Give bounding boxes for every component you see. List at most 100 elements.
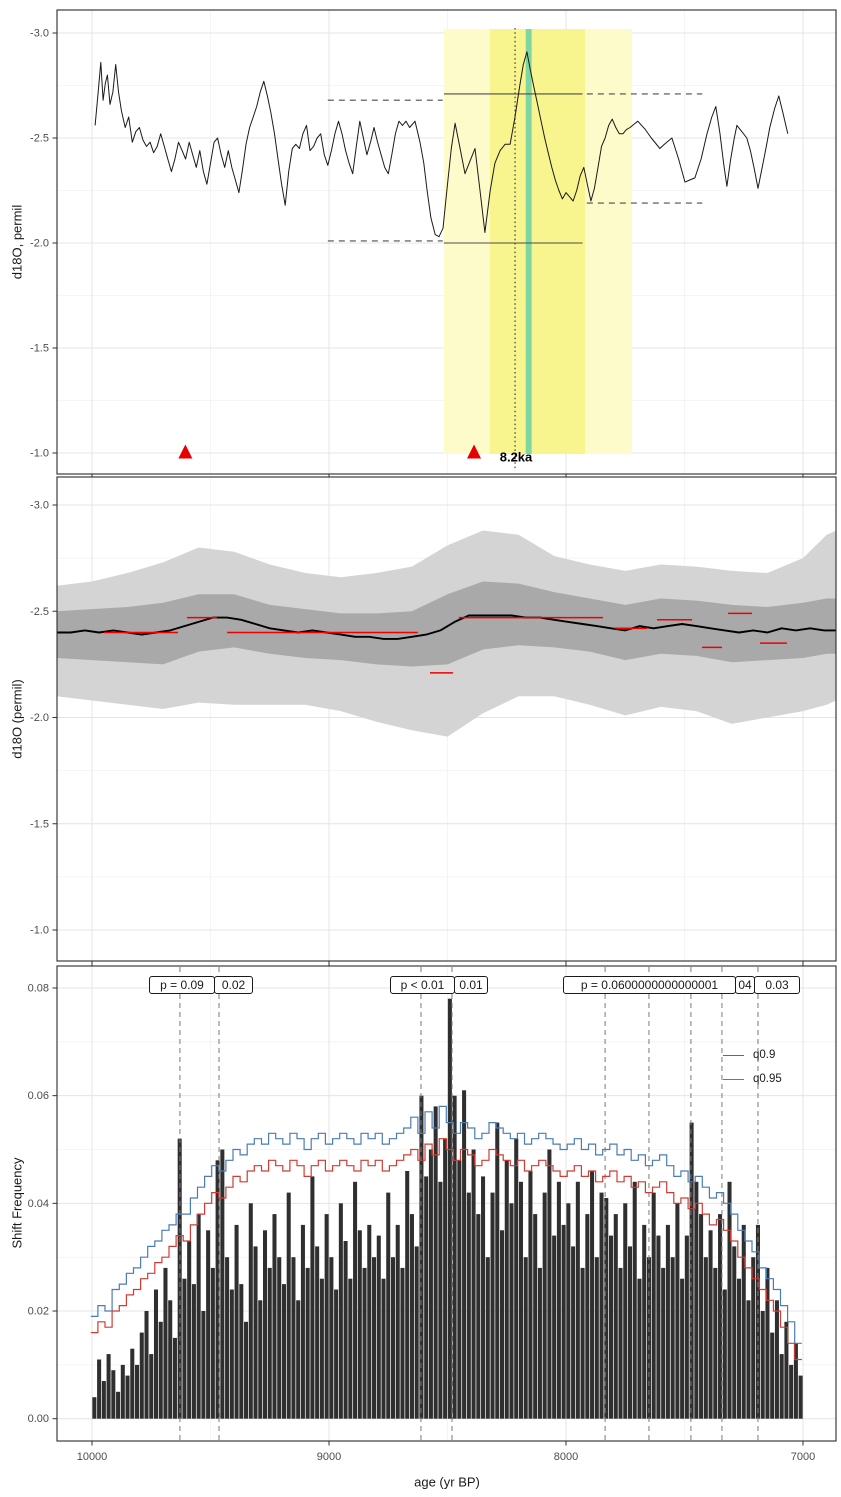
y-tick-label: 0.08: [28, 982, 49, 994]
y-tick-label: 0.02: [28, 1306, 49, 1318]
y-tick-label: -1.0: [30, 925, 49, 937]
histogram-bar: [386, 1192, 391, 1419]
histogram-bar: [675, 1203, 680, 1419]
histogram-bar: [784, 1321, 789, 1419]
histogram-bar: [277, 1257, 282, 1419]
histogram-bar: [305, 1267, 310, 1419]
histogram-bar: [627, 1246, 633, 1419]
histogram-bar: [718, 1214, 723, 1419]
histogram-bar: [613, 1214, 618, 1419]
histogram-bar: [139, 1332, 144, 1419]
histogram-bar: [528, 1171, 533, 1419]
histogram-bar: [552, 1235, 557, 1419]
q0-90-step-line: [90, 1138, 802, 1361]
panel3-border: [56, 965, 837, 1442]
histogram-bar: [144, 1311, 149, 1419]
histogram-bar: [220, 1149, 225, 1419]
histogram-bar: [746, 1300, 751, 1419]
histogram-bar: [206, 1230, 211, 1419]
histogram-bar: [580, 1267, 585, 1419]
panel1-content: [94, 28, 789, 471]
inner-credible-band: [56, 581, 837, 667]
p-value-label: p = 0.09: [149, 976, 215, 994]
histogram-bar: [338, 1203, 343, 1419]
histogram-bar: [225, 1257, 230, 1419]
q0-95-step-line: [90, 1105, 802, 1344]
histogram-bar: [405, 1171, 410, 1419]
histogram-bar: [409, 1214, 414, 1419]
histogram-bar: [300, 1224, 305, 1419]
histogram-bar: [609, 1235, 614, 1419]
histogram-bar: [542, 1192, 547, 1419]
histogram-bar: [447, 998, 452, 1419]
y-tick-label: -1.5: [30, 818, 49, 830]
histogram-bar: [438, 1181, 443, 1419]
histogram-bar: [101, 1381, 106, 1419]
histogram-bar: [376, 1235, 381, 1419]
p-value-label: p < 0.01: [390, 976, 455, 994]
histogram-bar: [343, 1241, 348, 1419]
panel2-content: [56, 530, 837, 737]
histogram-bar: [172, 1337, 177, 1419]
histogram-bar: [348, 1278, 353, 1419]
histogram-bar: [774, 1300, 779, 1419]
histogram-bar: [443, 1138, 448, 1419]
histogram-bar: [329, 1257, 334, 1419]
histogram-bar: [466, 1192, 471, 1419]
x-axis-title: age (yr BP): [414, 1474, 480, 1490]
histogram-bar: [585, 1214, 590, 1419]
histogram-bar: [798, 1375, 803, 1419]
histogram-bar: [694, 1181, 699, 1419]
histogram-bar: [732, 1246, 737, 1419]
histogram-bar: [561, 1224, 566, 1419]
histogram-bar: [504, 1160, 509, 1419]
histogram-bar: [599, 1192, 604, 1419]
histogram-bar: [210, 1267, 215, 1419]
legend-label: q0.9: [753, 1049, 776, 1061]
histogram-bar: [680, 1278, 685, 1419]
histogram-bar: [665, 1224, 670, 1419]
y-tick-label: 0.04: [28, 1198, 49, 1210]
y-tick-label: -2.0: [30, 238, 49, 250]
histogram-bar: [286, 1192, 291, 1419]
histogram-bar: [168, 1300, 173, 1419]
x-tick-label: 10000: [77, 1451, 108, 1463]
panel2-border: [56, 476, 837, 962]
histogram-bar: [106, 1354, 111, 1419]
histogram-bar: [163, 1267, 168, 1419]
histogram-bar: [196, 1214, 201, 1419]
histogram-bar: [182, 1278, 187, 1419]
histogram-bar: [362, 1267, 367, 1419]
panel1-border: [56, 9, 837, 475]
histogram-bar: [499, 1230, 505, 1419]
median-line: [56, 614, 836, 640]
histogram-bar: [509, 1203, 514, 1419]
histogram-bar: [656, 1235, 661, 1419]
histogram-bar: [262, 1230, 268, 1419]
y-tick-label: -1.5: [30, 343, 49, 355]
histogram-bar: [239, 1284, 244, 1419]
y-tick-label: -3.0: [30, 500, 49, 512]
histogram-bar: [310, 1176, 315, 1419]
q0-95-line-swatch-icon: [723, 1078, 744, 1080]
panel1-y-axis-title: d18O, permil: [9, 204, 25, 280]
histogram-bar: [272, 1214, 277, 1419]
histogram-bar: [395, 1224, 400, 1419]
histogram-bar: [291, 1257, 296, 1419]
histogram-bar: [533, 1214, 538, 1419]
histogram-bar: [258, 1300, 263, 1419]
histogram-bar: [462, 1090, 467, 1419]
histogram-bar: [367, 1224, 372, 1419]
histogram-bar: [296, 1300, 301, 1419]
histogram-bar: [556, 1181, 561, 1419]
histogram-bar: [229, 1289, 234, 1419]
histogram-bar: [793, 1343, 798, 1419]
histogram-bar: [661, 1267, 666, 1419]
histogram-bar: [751, 1257, 756, 1419]
x-tick-label: 9000: [317, 1451, 341, 1463]
histogram-bar: [708, 1230, 713, 1419]
histogram-bar: [523, 1257, 528, 1419]
dark-yellow-highlight-band: [489, 29, 585, 454]
